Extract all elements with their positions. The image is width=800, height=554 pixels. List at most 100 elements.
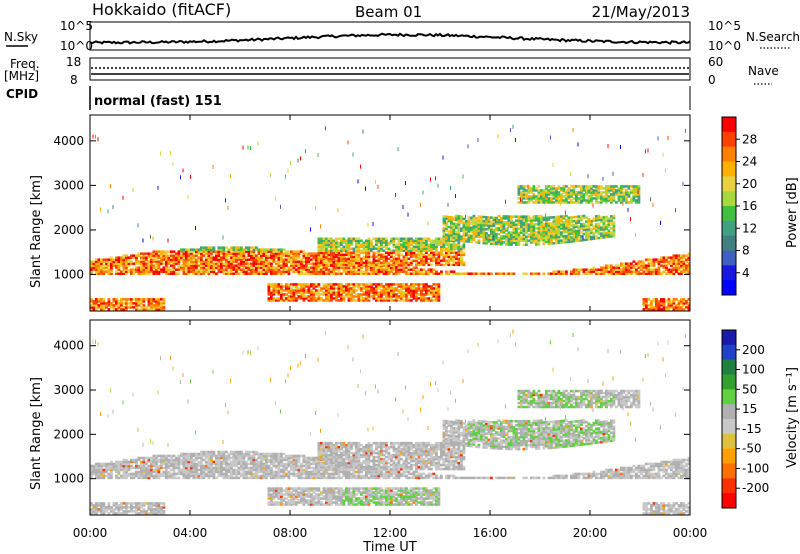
power-cell [422,287,426,290]
power-cell [302,254,306,257]
power-cell [402,266,406,269]
velocity-cell [130,504,133,507]
power-cell [350,239,353,243]
power-cell [425,245,428,249]
power-cell [555,272,558,275]
velocity-cell [120,474,123,478]
power-cell [322,243,326,247]
power-cell [420,257,423,261]
power-cell [465,228,468,231]
power-cell [565,230,568,234]
power-cell [275,268,278,271]
power-cell [295,283,298,286]
power-cell [390,263,393,267]
power-cell [607,191,611,194]
power-cell [390,287,393,290]
power-cell [100,272,103,275]
power-cell [130,262,133,265]
power-cell [477,235,481,238]
power-cell [240,270,243,273]
power-cell [547,193,551,196]
power-cell [435,251,438,255]
velocity-cell [177,462,181,466]
power-cell [190,252,193,255]
power-cell [152,254,156,257]
power-cell [262,260,266,263]
power-cell [450,216,453,219]
power-cell [405,285,408,288]
power-cell [525,185,528,188]
power-cell [315,289,318,292]
power-cell [290,287,293,290]
power-cell [380,293,383,296]
power-cell [97,270,101,273]
power-cell [302,297,306,300]
power-cell [607,187,611,190]
velocity-cell [107,468,111,472]
power-cell [312,270,316,273]
power-cell [445,272,448,275]
velocity-cell [142,458,146,462]
power-cell [545,234,548,238]
power-cell [375,243,378,247]
power-cell [377,272,381,275]
power-cell [185,262,188,265]
power-cell [532,217,536,220]
power-cell [580,231,583,234]
power-cell [485,242,488,245]
velocity-cell [220,472,223,476]
power-cell [370,268,373,271]
power-cell [250,246,253,249]
velocity-cell [100,512,103,515]
power-cell [137,252,141,255]
power-cell [327,243,331,247]
power-cell [467,238,471,241]
power-cell [142,258,146,261]
power-cell [330,255,333,259]
power-cell [412,291,416,294]
power-cell [142,264,146,267]
power-cell [357,251,361,255]
power-cell [487,228,491,231]
power-cell [525,191,528,194]
velocity-cell [127,502,131,505]
power-cell [327,255,331,259]
power-cell [262,266,266,269]
velocity-cell [145,502,148,505]
velocity-cell [137,476,141,480]
power-cell [475,229,478,232]
power-cell [607,189,611,192]
velocity-cell [205,450,208,454]
power-cell [375,297,378,300]
power-cell [237,268,241,271]
power-cell [295,293,298,296]
power-cell [285,258,288,261]
velocity-cell [165,466,168,470]
power-cell [657,272,661,275]
power-cell [332,239,336,243]
power-cell [565,185,568,188]
power-cell [625,270,628,273]
power-cell [450,263,453,267]
power-cell [432,245,436,249]
power-cell [347,140,349,145]
power-cell [310,293,313,296]
velocity-cell [185,466,188,470]
power-cell [370,285,373,288]
velocity-cell [140,468,143,472]
power-cell [320,251,323,255]
power-cell [162,300,166,303]
power-cell [490,224,493,227]
velocity-cell [100,476,103,480]
velocity-cell [195,430,196,435]
power-cell [537,201,541,204]
power-cell [440,239,443,243]
power-cell [325,289,328,292]
power-cell [172,250,176,253]
power-cell [282,248,286,251]
power-cell [355,257,358,261]
power-cell [490,226,493,229]
power-cell [537,229,541,232]
power-cell [287,283,291,286]
power-cell [432,299,436,302]
